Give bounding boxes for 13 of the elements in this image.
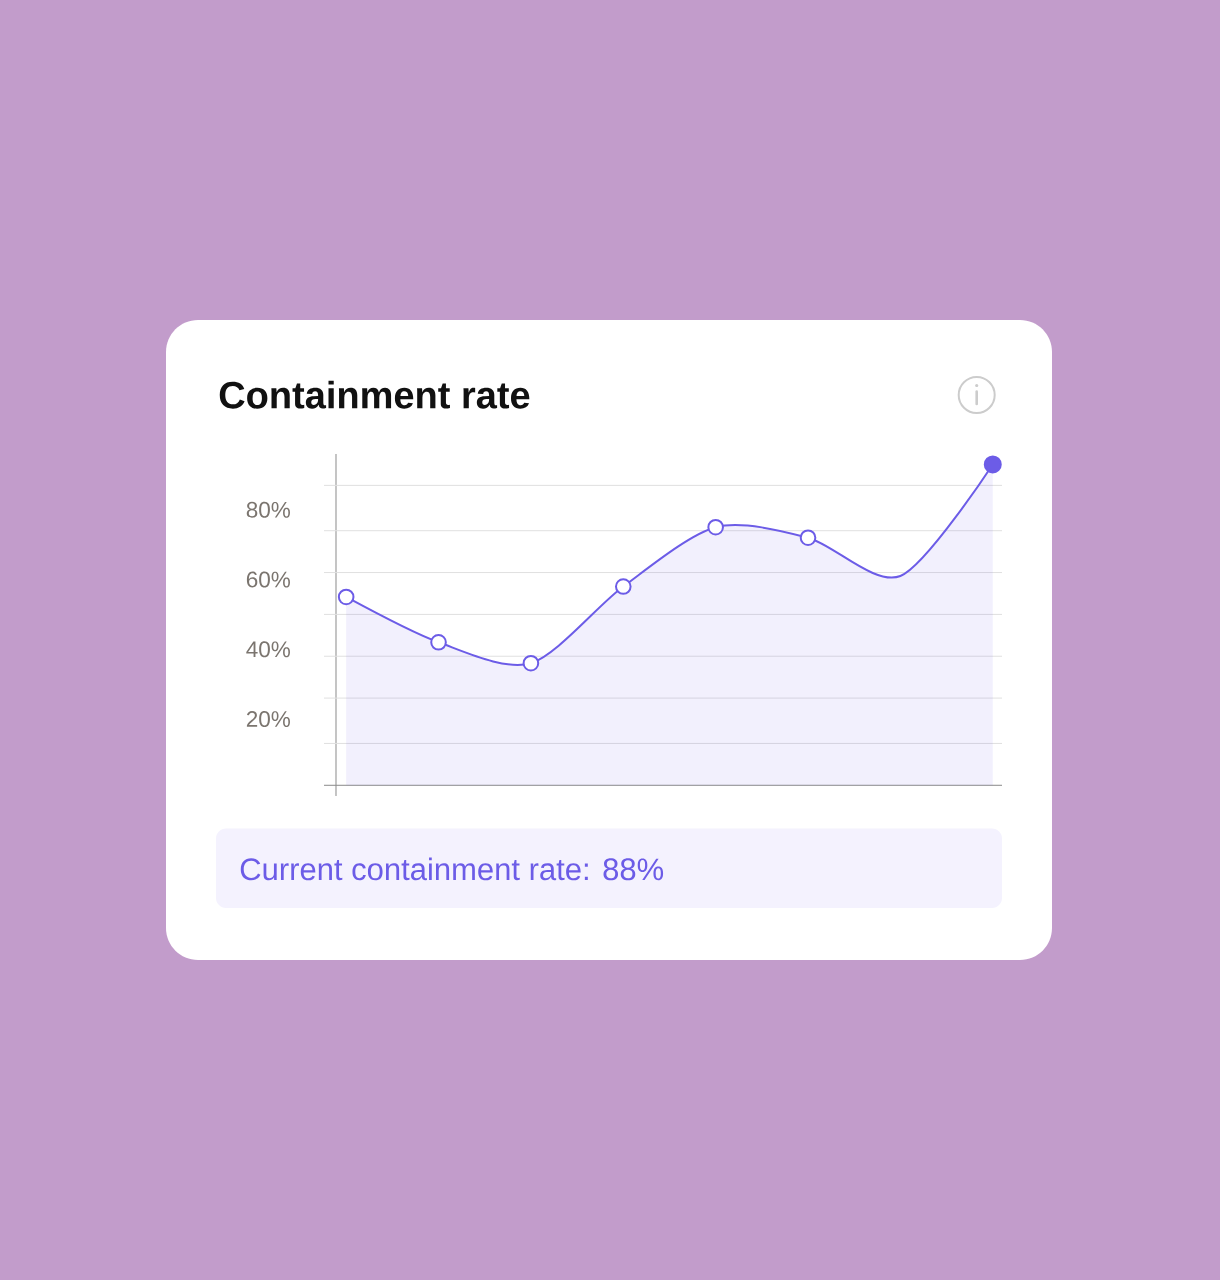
- y-tick-label: 40%: [246, 641, 290, 658]
- point: [799, 529, 817, 546]
- point: [337, 588, 355, 606]
- point: [983, 455, 1002, 474]
- chart-title: Containment rate: [219, 380, 530, 409]
- point: [522, 654, 540, 672]
- text: Current containment rate: 88%: [240, 857, 664, 881]
- point: [614, 578, 632, 595]
- y-tick-label: 80%: [246, 501, 290, 518]
- y-tick-label: 20%: [246, 711, 290, 727]
- y-tick-label: 60%: [246, 571, 290, 588]
- point: [707, 518, 724, 536]
- point: [430, 634, 447, 651]
